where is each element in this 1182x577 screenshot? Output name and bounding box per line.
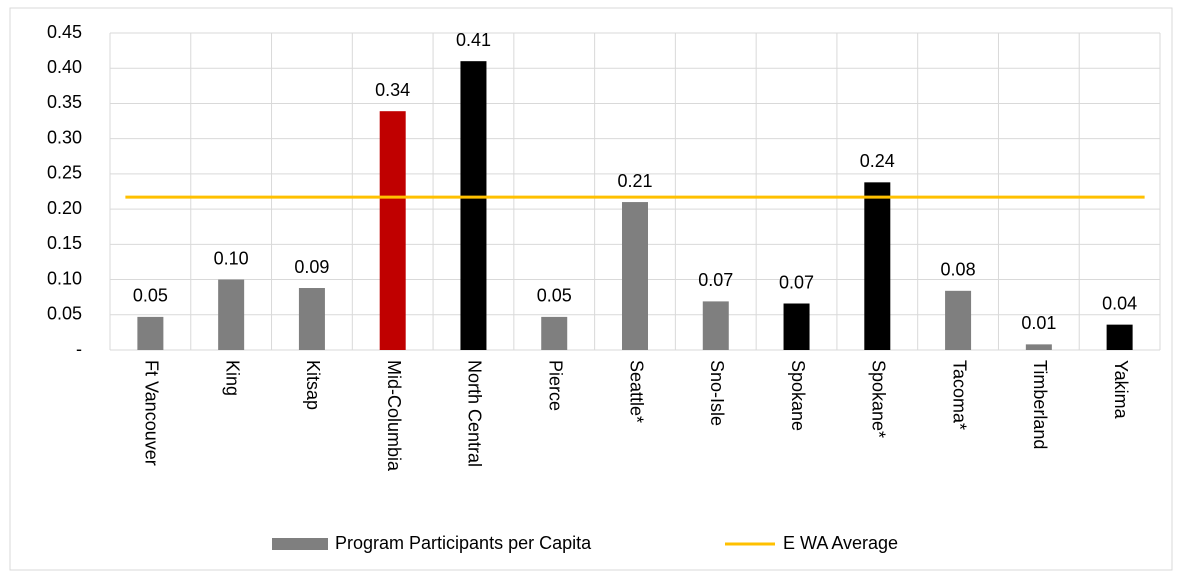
bar <box>1106 324 1133 350</box>
data-label: 0.09 <box>294 257 329 277</box>
bar <box>218 279 245 350</box>
x-tick-label: Tacoma* <box>949 360 969 430</box>
bar <box>460 61 487 351</box>
x-tick-label: King <box>222 360 242 396</box>
data-label: 0.41 <box>456 30 491 50</box>
bar <box>945 290 972 350</box>
bar <box>622 202 648 350</box>
y-tick-label: 0.45 <box>47 22 82 42</box>
data-label: 0.01 <box>1021 313 1056 333</box>
bar <box>137 316 164 350</box>
bar <box>783 303 810 350</box>
y-tick-label: - <box>76 339 82 359</box>
data-label: 0.21 <box>617 171 652 191</box>
y-tick-label: 0.10 <box>47 268 82 288</box>
x-tick-label: Ft Vancouver <box>142 360 162 466</box>
data-label: 0.08 <box>941 260 976 280</box>
x-tick-label: Yakima <box>1111 360 1131 420</box>
x-tick-label: Spokane <box>788 360 808 431</box>
bar <box>864 182 891 350</box>
x-tick-label: Sno-Isle <box>707 360 727 426</box>
legend-swatch <box>272 538 328 550</box>
data-label: 0.05 <box>537 286 572 306</box>
legend-label: Program Participants per Capita <box>335 533 592 553</box>
data-label: 0.10 <box>214 248 249 268</box>
x-tick-label: Kitsap <box>303 360 323 410</box>
y-tick-label: 0.40 <box>47 57 82 77</box>
data-label: 0.24 <box>860 151 895 171</box>
x-tick-label: Mid-Columbia <box>384 360 404 472</box>
data-label: 0.05 <box>133 286 168 306</box>
data-label: 0.04 <box>1102 293 1137 313</box>
bar <box>379 111 406 351</box>
chart-border <box>9 7 1173 571</box>
legend-label: E WA Average <box>783 533 898 553</box>
y-tick-label: 0.25 <box>47 163 82 183</box>
y-tick-label: 0.35 <box>47 92 82 112</box>
data-label: 0.34 <box>375 80 410 100</box>
x-tick-label: Pierce <box>545 360 565 411</box>
y-tick-label: 0.20 <box>47 198 82 218</box>
bar <box>541 316 568 350</box>
data-label: 0.07 <box>698 270 733 290</box>
bar <box>1025 344 1052 350</box>
x-tick-label: Spokane* <box>869 360 889 438</box>
y-tick-label: 0.15 <box>47 233 82 253</box>
x-tick-label: North Central <box>465 360 485 467</box>
y-tick-label: 0.30 <box>47 127 82 147</box>
bar <box>702 301 729 350</box>
x-tick-label: Seattle* <box>626 360 646 423</box>
bar <box>298 288 325 350</box>
data-label: 0.07 <box>779 272 814 292</box>
x-tick-label: Timberland <box>1030 360 1050 449</box>
y-tick-label: 0.05 <box>47 304 82 324</box>
